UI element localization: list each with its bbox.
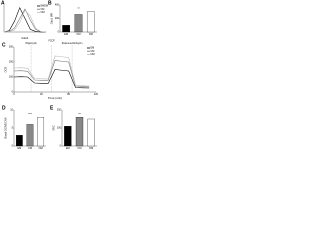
bar	[64, 126, 72, 147]
x-tick-label: CM	[28, 147, 32, 150]
legend-label: CM	[91, 50, 95, 53]
bar	[74, 14, 83, 33]
x-axis-label: Glut1	[21, 36, 29, 40]
series-line	[3, 6, 46, 33]
legend-label: OM	[41, 11, 45, 14]
bar	[26, 124, 34, 147]
y-tick-label: 10	[10, 109, 13, 112]
x-axis-label: Time (min)	[48, 96, 62, 100]
injection-label: Rotenone/Antimycin	[62, 42, 83, 45]
x-tick-label: EM	[64, 33, 68, 36]
y-tick-label: 0	[12, 91, 14, 94]
x-tick-label: OM	[39, 147, 43, 150]
x-tick-label: OM	[89, 33, 93, 36]
y-tick-label: 300	[9, 46, 14, 49]
y-axis-label: OCR	[4, 66, 8, 72]
bar	[86, 11, 95, 33]
bar	[15, 135, 23, 147]
legend-label: CM	[41, 8, 45, 11]
injection-label: Oligomycin	[25, 43, 37, 45]
legend-label: EMEM	[41, 5, 49, 8]
series-line	[3, 9, 47, 33]
x-tick-label: CM	[78, 147, 82, 150]
x-tick-label: EM	[17, 147, 21, 150]
y-tick-label: 200	[55, 17, 60, 20]
y-tick-label: 200	[57, 109, 62, 112]
series-line	[13, 60, 90, 87]
y-tick-label: 0	[60, 145, 62, 148]
bar	[62, 25, 71, 33]
significance: **	[77, 7, 80, 11]
significance: ***	[28, 112, 32, 116]
series-line	[3, 8, 47, 33]
bar	[75, 117, 84, 147]
injection-label: FCCP	[48, 41, 55, 43]
y-axis-label: Basal OCR/ECAR	[4, 117, 8, 138]
series-line	[13, 55, 90, 87]
x-tick-label: CM	[77, 33, 81, 36]
y-tick-label: 400	[55, 4, 60, 7]
y-tick-label: 100	[9, 76, 14, 79]
x-tick-label: 80	[67, 93, 70, 96]
x-tick-label: 0	[13, 93, 15, 96]
panel-label: D	[2, 105, 6, 111]
panel-label: C	[2, 42, 6, 48]
y-tick-label: 100	[57, 127, 62, 130]
y-tick-label: 5	[12, 127, 14, 130]
y-tick-label: 0	[12, 145, 14, 148]
bar	[87, 118, 95, 147]
bar	[37, 117, 45, 147]
y-axis-label: Glut1 MFI	[50, 13, 54, 25]
y-tick-label: 0	[58, 31, 60, 34]
legend-label: OM	[91, 53, 95, 56]
y-tick-label: 200	[9, 61, 14, 64]
x-tick-label: 40	[40, 93, 43, 96]
x-tick-label: 120	[94, 93, 99, 96]
x-tick-label: OM	[89, 147, 93, 150]
panel-label: A	[1, 0, 5, 6]
significance: **	[78, 112, 81, 116]
panel-label: E	[50, 105, 54, 111]
panel-label: B	[48, 0, 52, 6]
x-tick-label: EM	[66, 147, 70, 150]
series-line	[13, 69, 90, 89]
legend-label: EM	[91, 47, 95, 50]
y-axis-label: SRC	[52, 125, 56, 131]
